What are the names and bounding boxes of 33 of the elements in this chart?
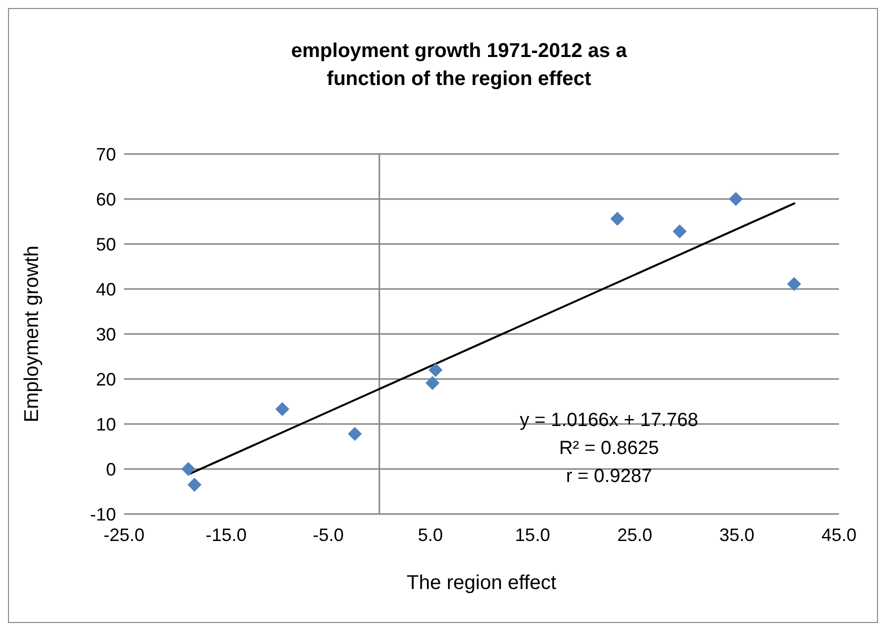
x-tick-label: -25.0 xyxy=(103,524,145,545)
x-tick-label: 15.0 xyxy=(515,524,550,545)
point xyxy=(728,192,743,206)
y-tick-label: -10 xyxy=(90,504,116,524)
x-tick-label: -15.0 xyxy=(206,524,247,545)
x-axis-title: The region effect xyxy=(406,572,557,594)
x-tick-label: 45.0 xyxy=(821,524,857,545)
point xyxy=(425,376,440,390)
y-tick-label: 10 xyxy=(96,414,116,434)
x-tick-label: 35.0 xyxy=(719,524,754,545)
y-tick-label: 50 xyxy=(96,234,116,254)
point xyxy=(275,402,290,416)
point xyxy=(610,212,624,226)
y-axis-title: Employment growth xyxy=(21,246,44,422)
y-tick-label: 30 xyxy=(96,324,116,344)
x-tick-label: 25.0 xyxy=(617,524,652,545)
y-tick-label: 20 xyxy=(96,369,116,390)
y-tick-label: 40 xyxy=(96,279,116,300)
annotation: r = 0.9287 xyxy=(564,465,654,489)
y-tick-label: 60 xyxy=(96,189,116,210)
point xyxy=(428,363,443,377)
annotation: R² = 0.8625 xyxy=(558,437,660,461)
y-tick-label: 70 xyxy=(96,144,116,164)
annotation: y = 1.0166x + 17.768 xyxy=(518,409,700,433)
point xyxy=(672,224,687,238)
point xyxy=(187,478,202,492)
x-tick-label: -5.0 xyxy=(312,524,344,545)
point xyxy=(181,462,196,476)
y-tick-label: 0 xyxy=(106,459,116,480)
point xyxy=(787,277,802,292)
point xyxy=(348,426,362,441)
x-tick-label: 5.0 xyxy=(418,524,443,545)
chart-title: employment growth 1971-2012 as a function of the region effect xyxy=(290,39,628,92)
